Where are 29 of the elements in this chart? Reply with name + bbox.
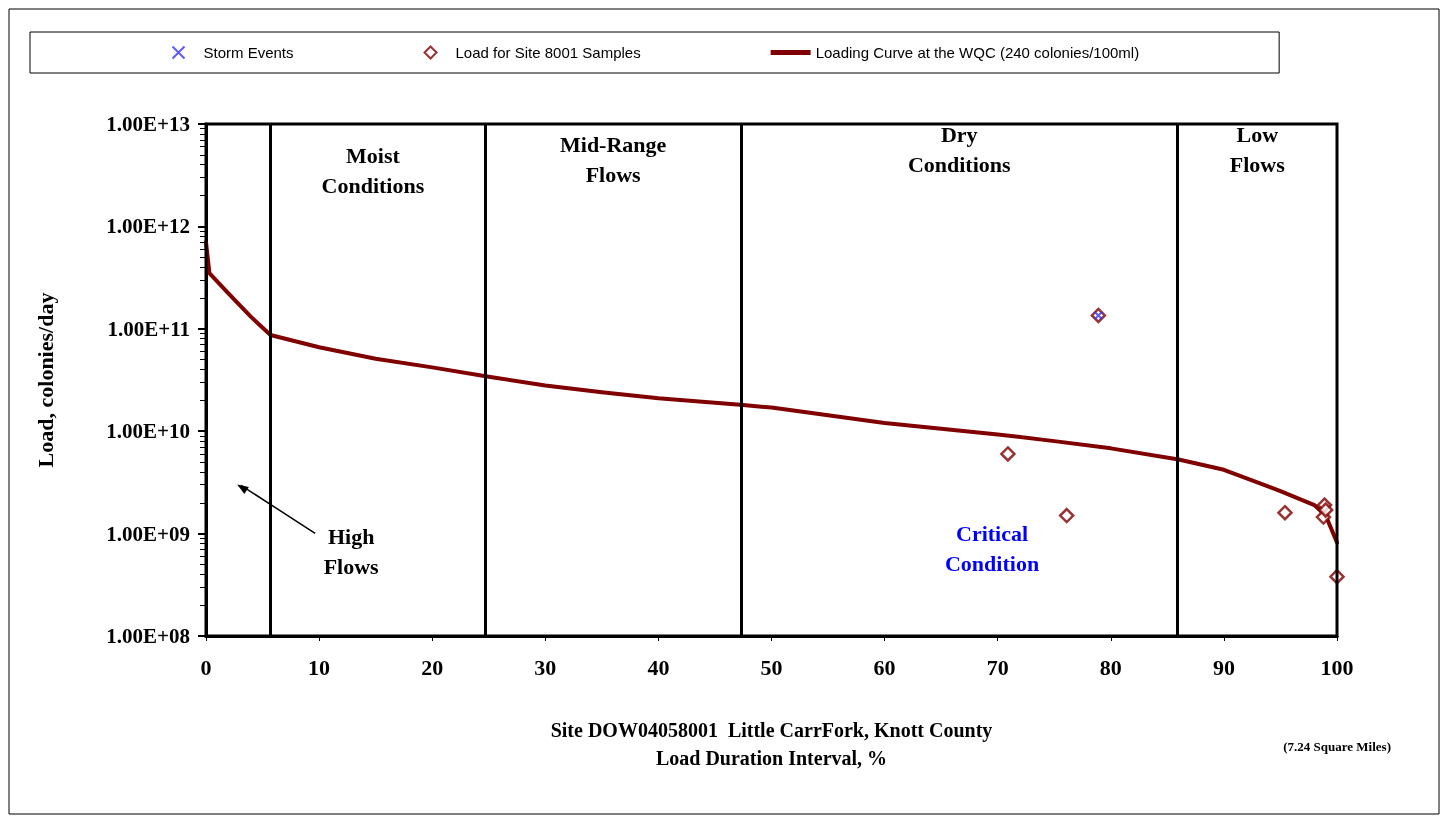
x-tick-label: 60 (873, 654, 896, 680)
annotation: Moist Conditions (321, 142, 425, 198)
text: (7.24 Square Miles) (1283, 739, 1392, 754)
annotation: Dry Conditions (907, 122, 1012, 178)
x-tick-label: 20 (421, 654, 444, 680)
x-tick-label: 100 (1320, 654, 1354, 680)
y-axis-title: Load, colonies/day (32, 292, 58, 468)
x-tick-label: 0 (200, 654, 212, 680)
x-tick-label: 70 (986, 654, 1009, 680)
legend-label: Storm Events (203, 44, 294, 61)
y-tick-label: 1.00E+09 (106, 521, 190, 546)
y-tick-label: 1.00E+12 (106, 214, 190, 239)
x-tick-label: 90 (1212, 654, 1235, 680)
x-tick-label: 40 (647, 654, 670, 680)
x-axis-title: Site DOW04058001 Little CarrFork, Knott County Load Duration Interval, % (550, 719, 993, 769)
legend-label: Loading Curve at the WQC (240 colonies/100ml) (815, 44, 1140, 61)
y-tick-label: 1.00E+10 (106, 419, 190, 444)
x-tick-label: 10 (308, 654, 331, 680)
y-tick-label: 1.00E+13 (106, 112, 190, 136)
y-tick-label: 1.00E+11 (107, 316, 190, 341)
y-tick-label: 1.00E+08 (106, 624, 190, 648)
annotation: Critical Condition (944, 521, 1040, 577)
x-tick-label: 30 (534, 654, 557, 680)
x-tick-label: 50 (760, 654, 783, 680)
x-tick-label: 80 (1099, 654, 1122, 680)
annotation: High Flows (323, 523, 380, 579)
annotation: Low Flows (1229, 122, 1286, 178)
legend-label: Load for Site 8001 Samples (455, 44, 641, 61)
annotation: Mid-Range Flows (560, 132, 667, 188)
